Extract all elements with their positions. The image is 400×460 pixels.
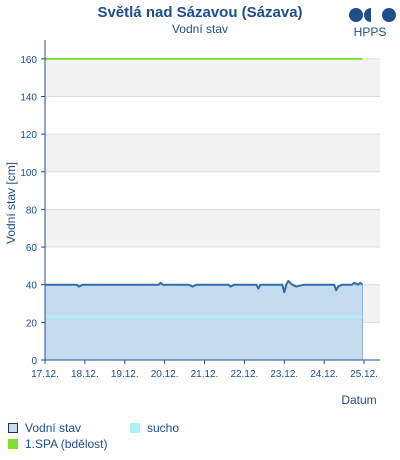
y-tick-label: 100 <box>20 168 37 179</box>
y-tick-label: 80 <box>26 205 38 216</box>
x-tick-label: 19.12. <box>111 369 139 380</box>
chart-subtitle: Vodní stav <box>172 22 228 36</box>
logo-text: HPPS <box>354 25 387 39</box>
y-tick-label: 140 <box>20 92 37 103</box>
legend-item-spa1: 1.SPA (bdělost) <box>8 437 108 451</box>
x-tick-label: 22.12. <box>230 369 258 380</box>
x-tick-labels: 17.12. 18.12. 19.12. 20.12. 21.12. 22.12. 23.1… <box>31 369 378 380</box>
y-axis-label: Vodní stav [cm] <box>4 162 18 244</box>
y-tick-label: 160 <box>20 55 37 66</box>
y-tick-label: 60 <box>26 243 38 254</box>
grid-band <box>45 134 380 172</box>
x-axis-label: Datum <box>341 393 376 407</box>
chart: Světlá nad Sázavou (Sázava) Vodní stav H… <box>4 4 396 407</box>
x-tick-label: 23.12. <box>270 369 298 380</box>
legend-label: 1.SPA (bdělost) <box>25 437 108 451</box>
plot-series <box>45 57 364 360</box>
legend-item-drought: sucho <box>130 421 179 435</box>
grid-band <box>45 209 380 248</box>
x-tick-label: 20.12. <box>151 369 179 380</box>
y-tick-labels: 0 20 40 60 80 100 120 140 160 <box>20 55 37 367</box>
grid-lines <box>45 58 380 323</box>
spa1-swatch <box>8 439 18 449</box>
axes <box>41 40 380 364</box>
water-level-area <box>45 280 363 360</box>
chart-title: Světlá nad Sázavou (Sázava) <box>97 4 302 21</box>
x-tick-label: 21.12. <box>191 369 219 380</box>
x-tick-label: 18.12. <box>71 369 99 380</box>
y-tick-label: 120 <box>20 130 37 141</box>
legend-label: sucho <box>147 421 180 435</box>
hpps-logo-icon <box>349 8 396 22</box>
legend-label: Vodní stav <box>25 421 82 435</box>
grid-band <box>45 58 380 97</box>
x-tick-label: 25.12. <box>350 369 378 380</box>
water-level-swatch <box>8 423 18 433</box>
plot-bands <box>45 58 380 323</box>
y-tick-label: 0 <box>31 356 37 367</box>
y-tick-label: 20 <box>26 318 38 329</box>
x-tick-label: 24.12. <box>310 369 338 380</box>
water-level-line <box>45 279 364 294</box>
x-tick-label: 17.12. <box>31 369 59 380</box>
y-tick-label: 40 <box>26 281 38 292</box>
legend-item-water-level: Vodní stav <box>8 421 81 435</box>
drought-swatch <box>130 423 140 433</box>
